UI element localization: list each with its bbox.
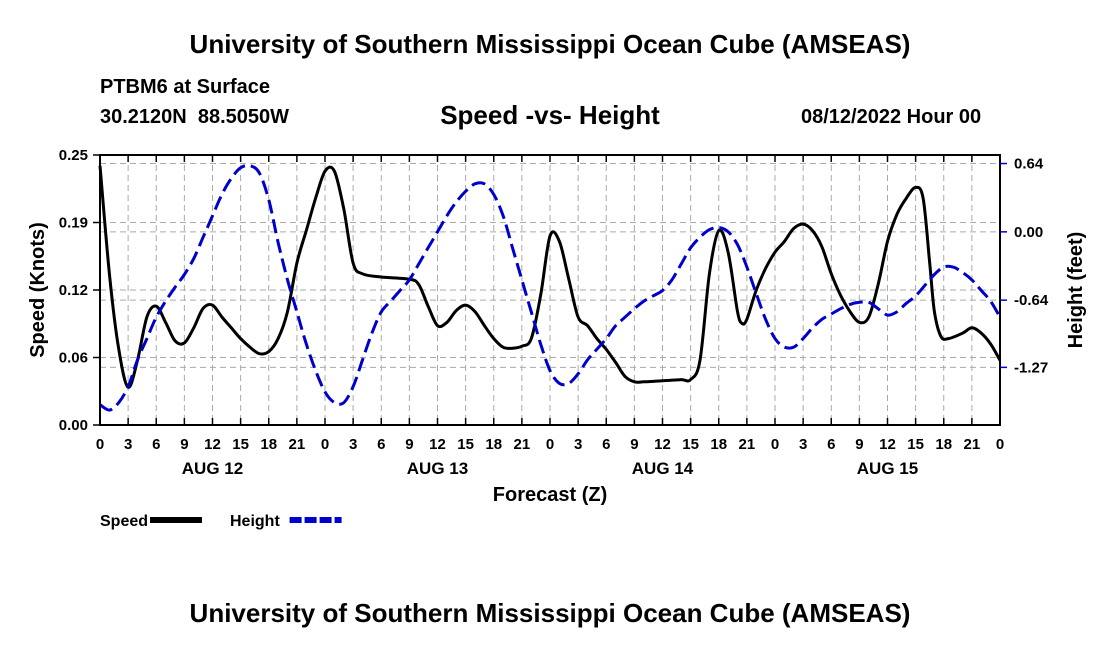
x-tick-label: 0: [546, 436, 554, 453]
x-tick-label: 21: [964, 436, 981, 453]
y-tick-label: 0.19: [59, 215, 88, 232]
x-tick-label: 15: [232, 436, 249, 453]
y-tick-label: 0.25: [59, 147, 88, 164]
x-tick-label: 9: [855, 436, 863, 453]
x-tick-label: 9: [630, 436, 638, 453]
x-tick-label: 0: [96, 436, 104, 453]
x-tick-label: 0: [321, 436, 329, 453]
footer-title: University of Southern Mississippi Ocean…: [189, 598, 911, 628]
x-tick-label: 12: [429, 436, 446, 453]
station-label: PTBM6 at Surface: [100, 76, 271, 98]
x-tick-label: 9: [180, 436, 188, 453]
x-tick-label: 12: [654, 436, 671, 453]
grid: [100, 155, 1000, 425]
x-tick-label: 3: [574, 436, 582, 453]
y2-tick-label: -1.27: [1014, 359, 1048, 376]
x-tick-label: 15: [682, 436, 699, 453]
legend-label-speed: Speed: [100, 513, 148, 530]
x-tick-label: 12: [204, 436, 221, 453]
y-axis-label: Speed (Knots): [27, 222, 49, 358]
day-label: AUG 12: [182, 459, 243, 478]
y2-tick-label: -0.64: [1014, 292, 1049, 309]
x-axis-label: Forecast (Z): [493, 484, 607, 506]
x-tick-label: 9: [405, 436, 413, 453]
x-tick-label: 18: [260, 436, 277, 453]
x-tick-label: 6: [602, 436, 610, 453]
day-label: AUG 15: [857, 459, 918, 478]
y-tick-label: 0.06: [59, 350, 88, 367]
legend-label-height: Height: [230, 513, 280, 530]
y-tick-label: 0.00: [59, 417, 88, 434]
axes: 0 3 6 9 12 15 18 21 0 3 6 9 12 15 18 21 0 3 6 9 12 15 18 21 0 3 6 9…: [59, 147, 1049, 478]
x-tick-label: 3: [124, 436, 132, 453]
chart-title: Speed -vs- Height: [440, 100, 660, 130]
x-tick-label: 6: [152, 436, 160, 453]
x-tick-label: 18: [485, 436, 502, 453]
x-tick-label: 21: [739, 436, 756, 453]
height-series-line: [99, 163, 1002, 412]
x-tick-label: 3: [799, 436, 807, 453]
forecast-run-label: 08/12/2022 Hour 00: [801, 106, 982, 128]
x-tick-label: 21: [514, 436, 531, 453]
y2-tick-label: 0.64: [1014, 156, 1044, 173]
x-tick-label: 3: [349, 436, 357, 453]
x-tick-label: 15: [907, 436, 924, 453]
figure-title: University of Southern Mississippi Ocean…: [189, 29, 911, 59]
y2-axis-label: Height (feet): [1065, 232, 1087, 349]
speed-series-line: [98, 165, 1002, 389]
x-tick-label: 15: [457, 436, 474, 453]
day-label: AUG 13: [407, 459, 468, 478]
day-label: AUG 14: [632, 459, 694, 478]
y-tick-label: 0.12: [59, 282, 88, 299]
y2-tick-label: 0.00: [1014, 224, 1043, 241]
x-tick-label: 0: [771, 436, 779, 453]
x-tick-label: 12: [879, 436, 896, 453]
x-tick-label: 21: [289, 436, 306, 453]
x-tick-label: 6: [377, 436, 385, 453]
x-tick-label: 18: [710, 436, 727, 453]
x-tick-label: 18: [935, 436, 952, 453]
series: [98, 163, 1002, 412]
coordinates-label: 30.2120N 88.5050W: [100, 106, 290, 128]
x-tick-label: 6: [827, 436, 835, 453]
x-tick-label: 0: [996, 436, 1004, 453]
legend: Speed Height: [100, 513, 342, 530]
